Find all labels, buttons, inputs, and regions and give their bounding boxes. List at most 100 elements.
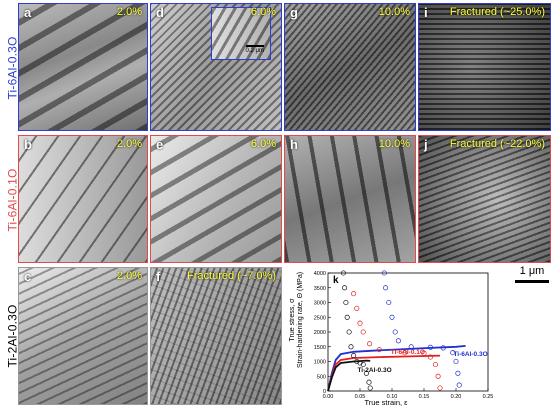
series-ti-6al-0-3o-hardening-point <box>386 299 392 306</box>
panel-e: e 6.0% <box>150 135 282 263</box>
scale-bar-text: 1 μm <box>519 265 545 277</box>
series-ti-2al-0-3o-hardening-point <box>360 361 366 368</box>
micrograph-image <box>419 4 550 130</box>
series-ti-6al-0-3o-hardening-point <box>395 338 401 344</box>
scale-bar-line <box>515 280 549 283</box>
series-ti-6al-0-1o-hardening-point <box>427 354 433 360</box>
x-axis-label: True strain, ε <box>364 398 408 407</box>
series-ti-2al-0-3o-hardening-point <box>344 314 350 320</box>
series-ti-6al-0-1o-hardening-point <box>421 350 427 356</box>
series-ti-6al-0-1o-hardening-point <box>437 385 443 391</box>
stress-strain-chart: True stress, σ Strain-hardening rate, Θ … <box>284 268 514 408</box>
panel-letter: e <box>156 137 164 152</box>
panel-strain: 6.0% <box>250 138 276 150</box>
y-tick-label: 500 <box>317 374 326 380</box>
series-ti-6al-0-3o-hardening-point <box>450 350 456 356</box>
panel-b: b 2.0% <box>18 135 148 263</box>
panel-g: g 10.0% <box>284 3 416 131</box>
series-ti-6al-0-1o-hardening-point <box>435 373 441 379</box>
micrograph-image <box>19 4 147 130</box>
y-tick-label: 4000 <box>314 271 326 277</box>
panel-h: h 10.0% <box>284 135 416 263</box>
panel-letter: h <box>290 137 298 152</box>
panel-strain: 10.0% <box>378 6 410 18</box>
panel-strain: Fractured (~7.0%) <box>187 270 276 282</box>
series-ti-2al-0-3o-hardening-point <box>357 360 363 366</box>
inset-scale-bar-line <box>245 45 264 47</box>
panel-j: j Fractured (~22.0%) <box>418 135 551 263</box>
series-ti-2al-0-3o-hardening-point <box>343 299 349 306</box>
y-tick-label: 1000 <box>314 360 326 366</box>
y-tick-label: 2000 <box>314 330 326 336</box>
series-ti-6al-0-3o-hardening-point <box>453 358 459 365</box>
series-ti-6al-0-1o-hardening-point <box>432 361 439 368</box>
panel-strain: Fractured (~22.0%) <box>449 138 545 150</box>
y-tick-label: 1500 <box>314 345 326 351</box>
series-ti-6al-0-3o-hardening-point <box>381 270 387 276</box>
x-tick-label: 0.10 <box>387 394 398 400</box>
series-ti-6al-0-3o-hardening-point <box>455 370 461 376</box>
zoom-inset: 0.2 μm <box>211 7 271 60</box>
x-tick-label: 0.20 <box>451 394 462 400</box>
series-ti-6al-0-1o-hardening-point <box>357 320 363 326</box>
panel-strain: 6.0% <box>250 6 276 18</box>
series-ti-6al-0-3o-hardening-point <box>456 382 462 388</box>
series-label: Ti-6Al-0.3O <box>453 351 487 358</box>
series-ti-6al-0-3o-hardening-point <box>383 285 389 291</box>
series-ti-2al-0-3o-hardening-point <box>346 329 352 335</box>
panel-letter: a <box>24 5 32 20</box>
series-label: Ti-6Al-0.1O <box>391 349 425 356</box>
series-ti-6al-0-1o-hardening-point <box>354 305 360 311</box>
series-ti-2al-0-3o-hardening-point <box>366 379 372 385</box>
panel-letter: f <box>156 269 161 284</box>
y-tick-label: 3500 <box>314 286 326 292</box>
micrograph-image <box>19 268 147 404</box>
series-ti-2al-0-3o-hardening-point <box>351 353 357 359</box>
panel-i: i Fractured (~25.0%) <box>418 3 551 131</box>
series-ti-2al-0-3o-hardening-point <box>342 285 348 291</box>
panel-letter: g <box>290 5 298 20</box>
y-tick-label: 0 <box>323 389 326 395</box>
y-axis-label-hardening: Strain-hardening rate, Θ (MPa) <box>297 272 304 368</box>
series-ti-2al-0-3o-hardening-point <box>354 358 360 365</box>
inset-scale-text: 0.2 μm <box>245 48 264 54</box>
micrograph-image <box>419 136 550 262</box>
series-ti-6al-0-1o-hardening-point <box>367 341 373 347</box>
series-ti-6al-0-1o-hardening-point <box>360 329 366 335</box>
micrograph-image <box>19 136 147 262</box>
panel-a: a 2.0% <box>18 3 148 131</box>
series-ti-6al-0-3o-stress-line <box>327 345 466 392</box>
series-ti-6al-0-3o-hardening-point <box>389 314 395 320</box>
series-ti-2al-0-3o-hardening-point <box>348 344 354 350</box>
panel-c: c 2.0% <box>18 267 148 405</box>
panel-letter: j <box>424 137 428 152</box>
series-ti-2al-0-3o-stress-line <box>327 359 371 392</box>
plot-frame <box>327 272 489 392</box>
panel-strain: 2.0% <box>116 6 142 18</box>
series-ti-2al-0-3o-hardening-point <box>340 270 346 276</box>
series-ti-2al-0-3o-hardening-point <box>363 370 369 376</box>
y-tick-label: 2500 <box>314 315 326 321</box>
scale-bar: 1 μm <box>515 265 549 283</box>
series-ti-6al-0-3o-hardening-point <box>440 345 446 351</box>
inset-image <box>212 8 270 59</box>
x-tick-label: 0.25 <box>483 394 494 400</box>
x-tick-label: 0.05 <box>355 394 366 400</box>
x-tick-label: 0.00 <box>323 394 334 400</box>
y-axis-label-stress: True stress, σ <box>289 298 296 342</box>
panel-strain: 2.0% <box>116 138 142 150</box>
panel-letter: c <box>24 269 32 284</box>
micrograph-image <box>285 136 415 262</box>
panel-d: 0.2 μm d 6.0% <box>150 3 282 131</box>
series-label: Ti-2Al-0.3O <box>357 367 391 374</box>
panel-strain: 10.0% <box>378 138 410 150</box>
panel-letter: i <box>424 5 428 20</box>
series-ti-6al-0-1o-hardening-point <box>351 291 357 297</box>
micrograph-image <box>285 4 415 130</box>
micrograph-image <box>151 268 281 404</box>
inset-scale-bar: 0.2 μm <box>246 45 264 54</box>
series-ti-6al-0-1o-hardening-point <box>402 350 408 356</box>
panel-f: f Fractured (~7.0%) <box>150 267 282 405</box>
panel-letter: d <box>156 5 164 20</box>
panel-strain: 2.0% <box>116 270 142 282</box>
